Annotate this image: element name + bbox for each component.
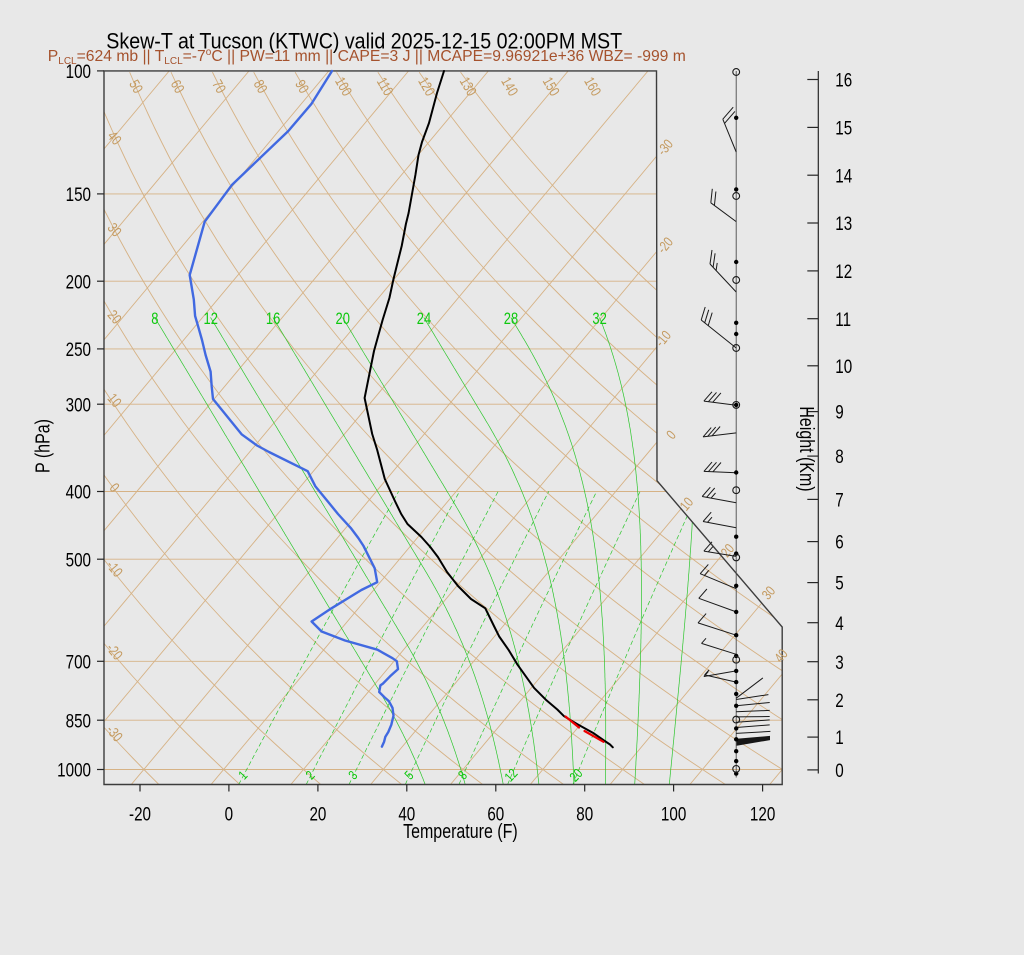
svg-text:7: 7 xyxy=(835,489,843,511)
svg-text:2: 2 xyxy=(835,689,843,711)
svg-text:15: 15 xyxy=(835,117,852,139)
svg-text:28: 28 xyxy=(504,310,518,328)
svg-text:400: 400 xyxy=(66,481,92,503)
svg-text:P (hPa): P (hPa) xyxy=(31,419,54,473)
svg-text:20: 20 xyxy=(309,803,326,825)
svg-text:120: 120 xyxy=(750,803,776,825)
svg-text:24: 24 xyxy=(417,310,431,328)
svg-text:0: 0 xyxy=(225,803,234,825)
svg-text:PLCL=624 mb || TLCL=-7oC || PW: PLCL=624 mb || TLCL=-7oC || PW=11 mm || … xyxy=(48,47,686,67)
svg-text:850: 850 xyxy=(66,709,92,731)
svg-text:5: 5 xyxy=(835,572,843,594)
svg-text:80: 80 xyxy=(576,803,593,825)
svg-text:3: 3 xyxy=(835,651,843,673)
svg-text:500: 500 xyxy=(66,548,92,570)
svg-text:20: 20 xyxy=(336,310,350,328)
svg-text:32: 32 xyxy=(592,310,606,328)
svg-text:250: 250 xyxy=(66,338,92,360)
svg-text:16: 16 xyxy=(266,310,280,328)
svg-text:9: 9 xyxy=(835,401,843,423)
svg-text:1000: 1000 xyxy=(57,759,91,781)
svg-text:200: 200 xyxy=(66,270,92,292)
svg-text:10: 10 xyxy=(835,355,852,377)
svg-text:100: 100 xyxy=(661,803,687,825)
svg-text:12: 12 xyxy=(835,260,852,282)
svg-text:16: 16 xyxy=(835,69,852,91)
svg-text:Temperature (F): Temperature (F) xyxy=(403,819,518,842)
svg-text:0: 0 xyxy=(835,759,844,781)
svg-text:6: 6 xyxy=(835,531,843,553)
svg-text:4: 4 xyxy=(835,612,844,634)
svg-text:8: 8 xyxy=(151,310,158,328)
svg-text:150: 150 xyxy=(66,183,92,205)
svg-text:8: 8 xyxy=(835,445,843,467)
svg-text:300: 300 xyxy=(66,393,92,415)
svg-text:Height (Km): Height (Km) xyxy=(796,406,819,491)
svg-text:-20: -20 xyxy=(129,803,151,825)
svg-text:700: 700 xyxy=(66,651,92,673)
svg-text:11: 11 xyxy=(835,308,851,330)
svg-text:13: 13 xyxy=(835,212,852,234)
svg-text:12: 12 xyxy=(204,310,218,328)
svg-text:1: 1 xyxy=(835,726,843,748)
svg-text:14: 14 xyxy=(835,164,852,186)
